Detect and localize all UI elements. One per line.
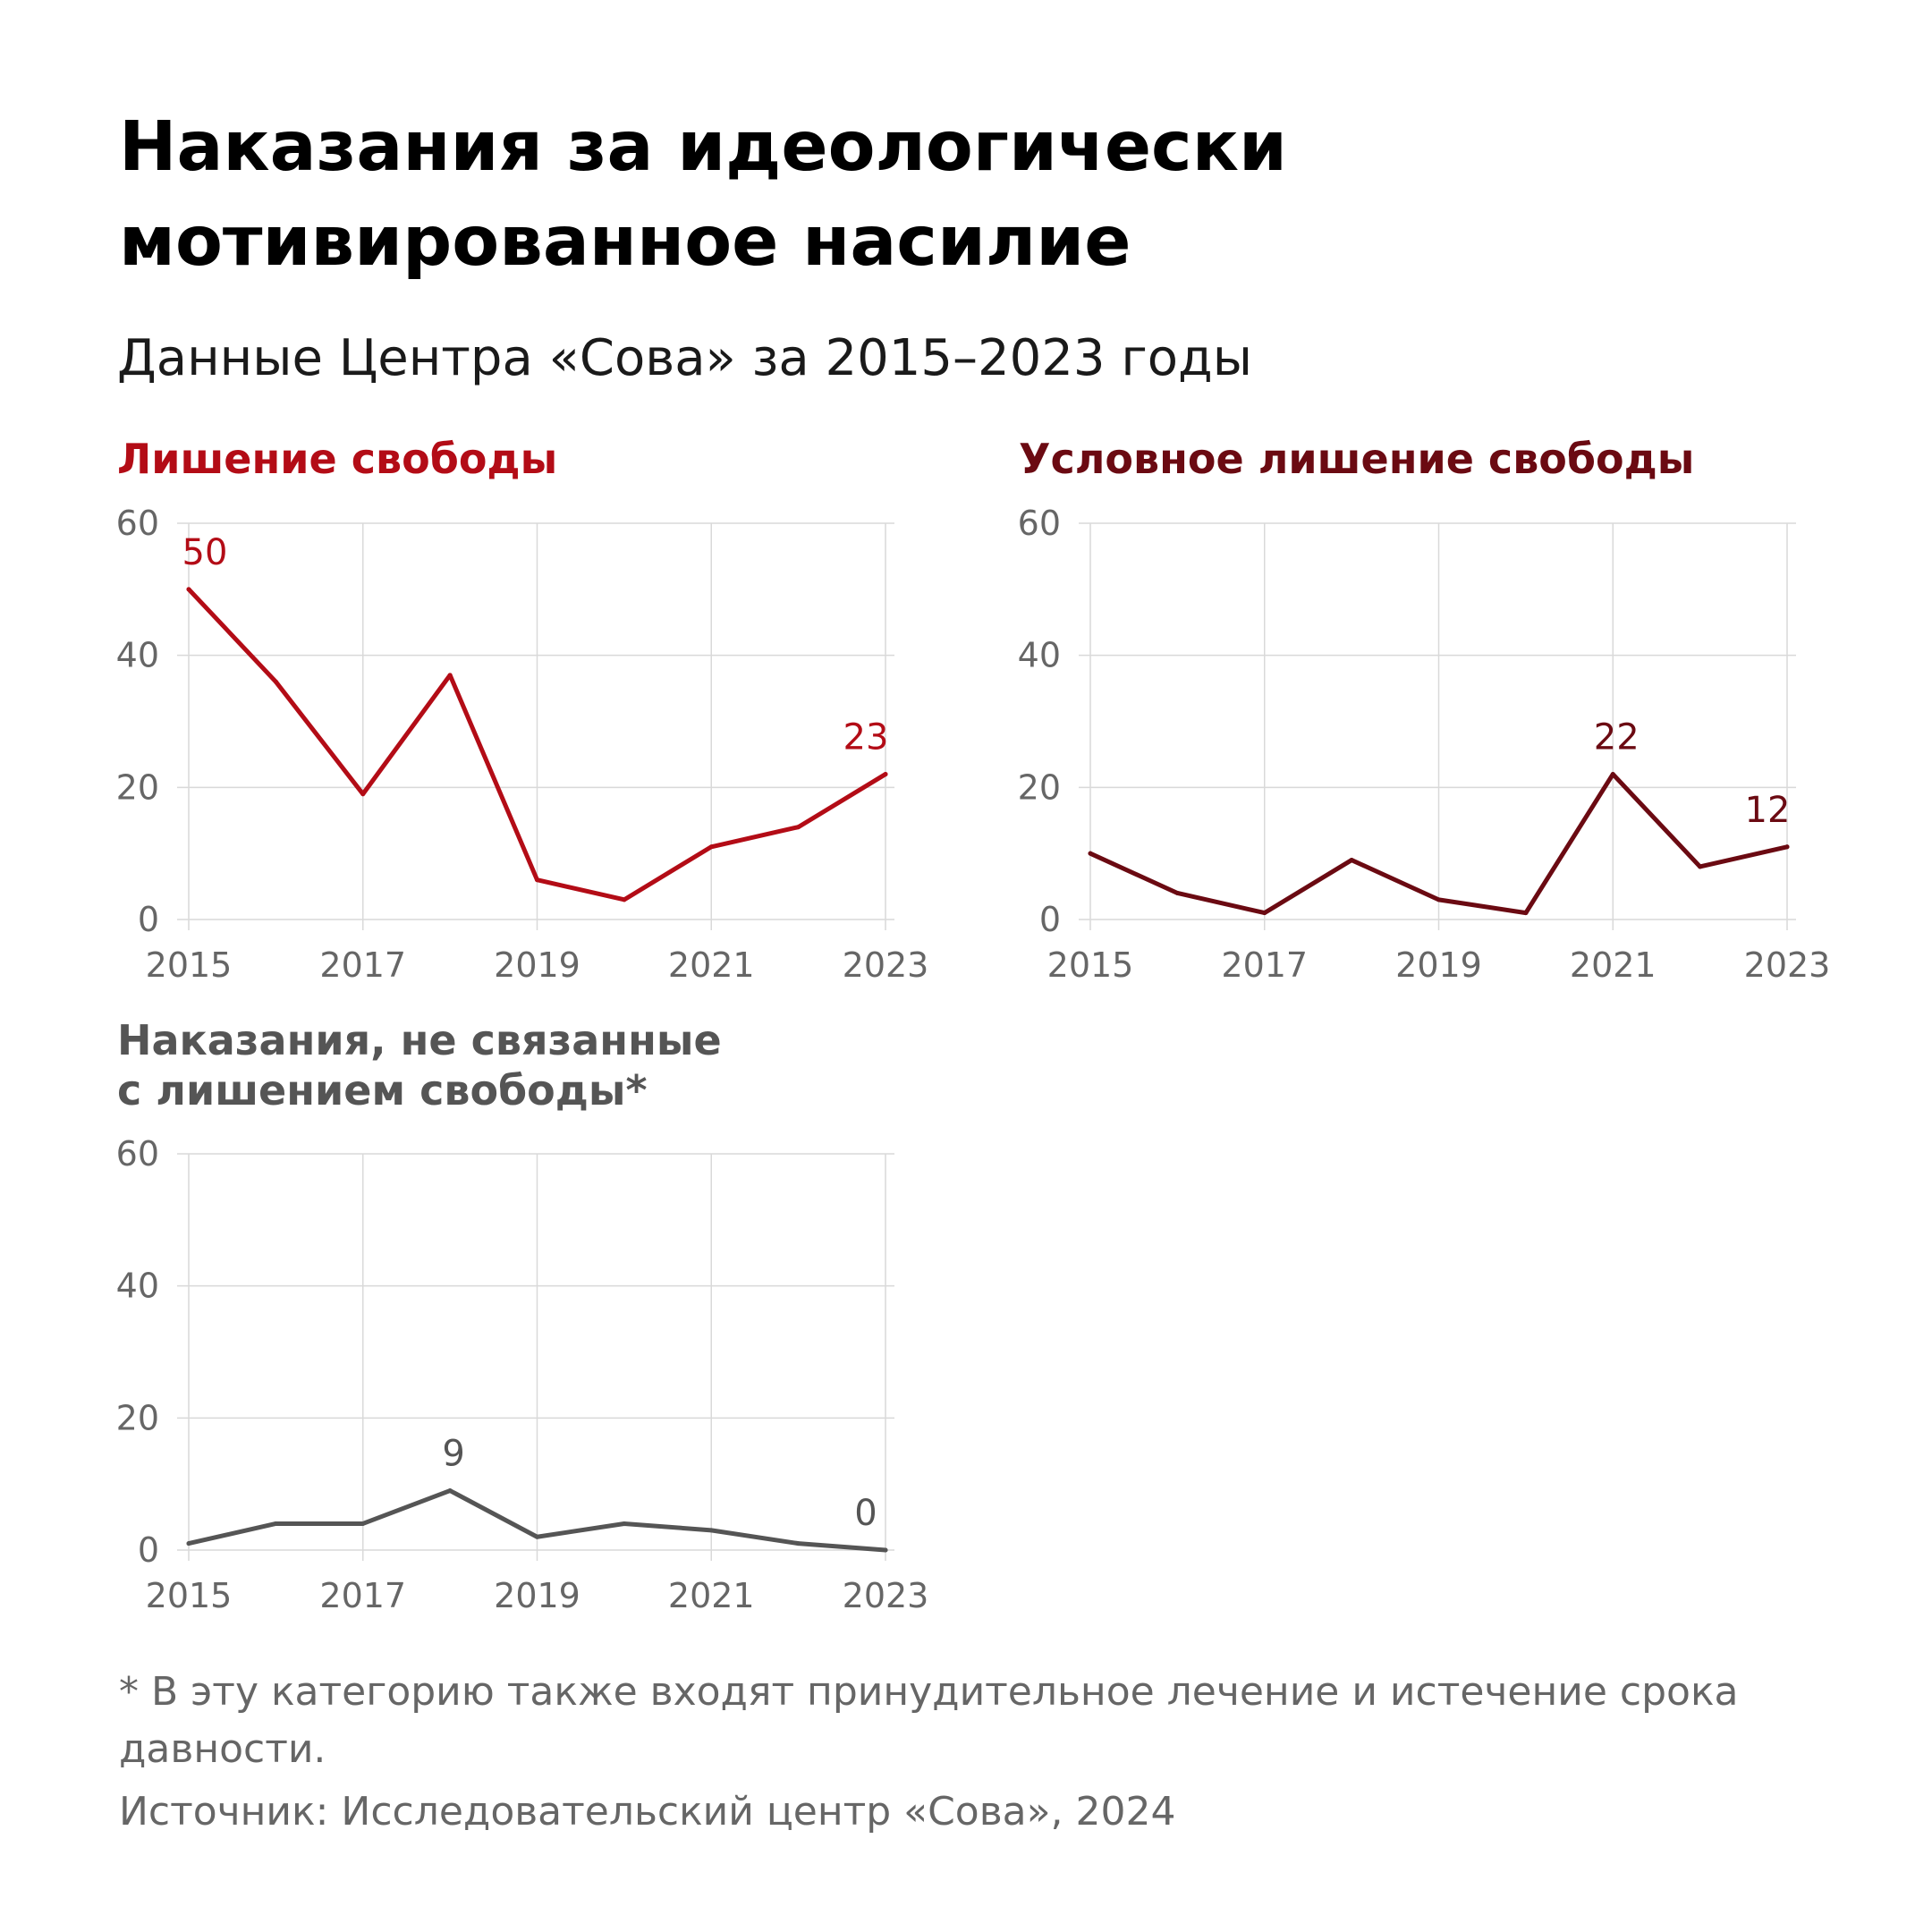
source-note: Источник: Исследовательский центр «Сова»…: [119, 1789, 1176, 1835]
chart-1-point-2023: [883, 772, 888, 777]
chart-2-point-2017: [1262, 911, 1267, 916]
chart-3-data-label: 0: [854, 1493, 877, 1534]
chart-1-point-2019: [535, 877, 539, 883]
chart-1-y-tick-label: 20: [116, 767, 159, 807]
chart-2-x-tick-label: 2019: [1395, 945, 1482, 985]
chart-3-title-line-1: Наказания, не связанные: [117, 1016, 722, 1064]
chart-1-y-tick-label: 0: [138, 900, 159, 939]
chart-1-title-line: Лишение свободы: [117, 435, 558, 483]
chart-1-point-2017: [360, 792, 366, 797]
chart-2-y-tick-label: 20: [1018, 767, 1061, 807]
chart-3-point-2018: [447, 1488, 453, 1494]
chart-3-x-tick-label: 2023: [843, 1576, 929, 1615]
chart-1-x-tick-label: 2021: [668, 945, 755, 985]
chart-3-title: Наказания, не связанные с лишением свобо…: [117, 1015, 722, 1115]
chart-3-title-line-2: с лишением свободы*: [117, 1066, 648, 1114]
footnote: * В эту категорию также входят принудите…: [119, 1669, 1739, 1772]
chart-2-point-2021: [1610, 772, 1615, 777]
chart-2-x-tick-label: 2015: [1047, 945, 1134, 985]
chart-1-title: Лишение свободы: [117, 434, 557, 484]
chart-3-y-tick-label: 0: [138, 1530, 159, 1570]
chart-3-x-tick-label: 2017: [319, 1576, 406, 1615]
chart-2-point-2015: [1088, 851, 1093, 856]
chart-1-point-2020: [622, 897, 627, 902]
chart-3-x-tick-label: 2015: [146, 1576, 233, 1615]
chart-1-data-label: 23: [843, 717, 889, 758]
chart-2-title: Условное лишение свободы: [1019, 434, 1694, 484]
chart-3-y-tick-label: 60: [116, 1134, 159, 1174]
chart-1-x-tick-label: 2023: [843, 945, 929, 985]
chart-3-point-2019: [535, 1534, 539, 1539]
chart-1-data-label: 50: [182, 532, 228, 573]
chart-1-y-tick-label: 60: [116, 504, 159, 543]
chart-2-data-label: 12: [1745, 790, 1791, 831]
chart-2-y-tick-label: 0: [1039, 900, 1061, 939]
chart-2-point-2023: [1784, 844, 1790, 850]
chart-3-y-tick-label: 20: [116, 1398, 159, 1437]
chart-1-point-2021: [708, 844, 714, 850]
chart-2-x-tick-label: 2023: [1744, 945, 1831, 985]
chart-1-point-2016: [273, 679, 278, 684]
chart-2-y-tick-label: 40: [1018, 636, 1061, 675]
chart-1-x-tick-label: 2017: [319, 945, 406, 985]
chart-2-point-2018: [1349, 858, 1354, 863]
chart-3-data-label: 9: [442, 1434, 464, 1475]
chart-3-point-2022: [796, 1541, 801, 1546]
chart-1-point-2018: [447, 673, 453, 678]
chart-2-y-tick-label: 60: [1018, 504, 1061, 543]
chart-2-title-line: Условное лишение свободы: [1019, 435, 1695, 483]
chart-3-point-2021: [708, 1528, 714, 1533]
page-title: Наказания за идеологически мотивированно…: [119, 100, 1287, 290]
chart-3-x-tick-label: 2019: [494, 1576, 580, 1615]
chart-1-x-tick-label: 2019: [494, 945, 580, 985]
chart-1-point-2022: [796, 825, 801, 830]
chart-3-point-2017: [360, 1521, 366, 1526]
chart-3-point-2016: [273, 1521, 278, 1526]
chart-1-y-tick-label: 40: [116, 636, 159, 675]
chart-1-x-tick-label: 2015: [146, 945, 233, 985]
chart-3-point-2020: [622, 1521, 627, 1526]
page-title-line-1: Наказания за идеологически: [119, 107, 1287, 187]
page-subtitle: Данные Центра «Сова» за 2015–2023 годы: [117, 329, 1252, 387]
chart-2-point-2022: [1698, 864, 1703, 869]
page-title-line-2: мотивированное насилие: [119, 202, 1131, 282]
chart-1-point-2015: [186, 587, 191, 592]
chart-3-point-2023: [883, 1547, 888, 1553]
chart-2-point-2019: [1436, 897, 1441, 902]
chart-2-x-tick-label: 2017: [1221, 945, 1308, 985]
chart-2-x-tick-label: 2021: [1570, 945, 1657, 985]
chart-3-x-tick-label: 2021: [668, 1576, 755, 1615]
chart-2-data-label: 22: [1594, 717, 1640, 758]
chart-3-y-tick-label: 40: [116, 1267, 159, 1306]
chart-2-point-2016: [1174, 890, 1180, 895]
chart-2-point-2020: [1523, 911, 1529, 916]
chart-3-point-2015: [186, 1541, 191, 1546]
